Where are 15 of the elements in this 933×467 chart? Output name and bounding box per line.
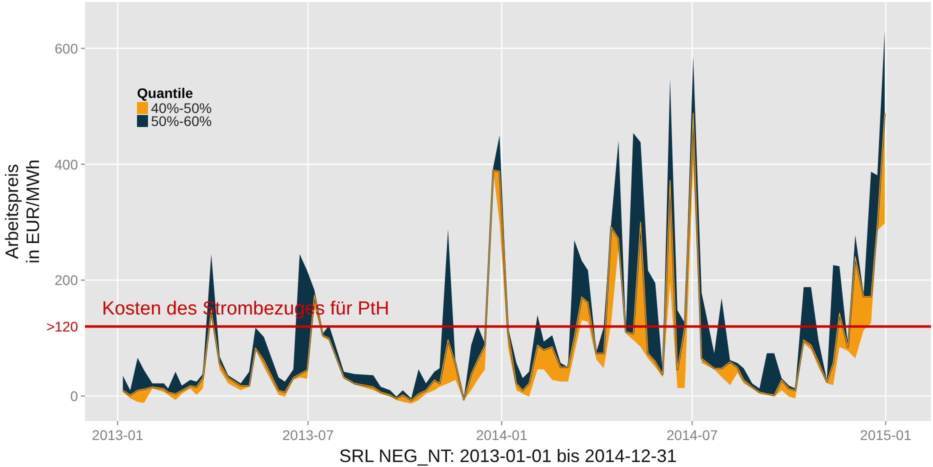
x-tick-label: 2014-01 xyxy=(476,427,528,443)
y-tick-label: 400 xyxy=(54,156,78,172)
x-axis-title: SRL NEG_NT: 2013-01-01 bis 2014-12-31 xyxy=(339,446,677,466)
legend-title: Quantile xyxy=(137,85,194,101)
y-axis-title: Arbeitspreis in EUR/MWh xyxy=(2,159,43,264)
y-tick-label: 0 xyxy=(70,388,78,404)
x-tick-label: 2013-01 xyxy=(92,427,144,443)
ref-line-label: >120 xyxy=(46,318,78,335)
legend-label: 40%-50% xyxy=(151,100,212,116)
x-tick-label: 2015-01 xyxy=(860,427,912,443)
y-tick-label: 200 xyxy=(54,272,78,288)
x-tick-label: 2014-07 xyxy=(666,427,718,443)
legend-label: 50%-60% xyxy=(151,113,212,129)
y-tick-label: 600 xyxy=(54,40,78,56)
x-tick-label: 2013-07 xyxy=(282,427,334,443)
